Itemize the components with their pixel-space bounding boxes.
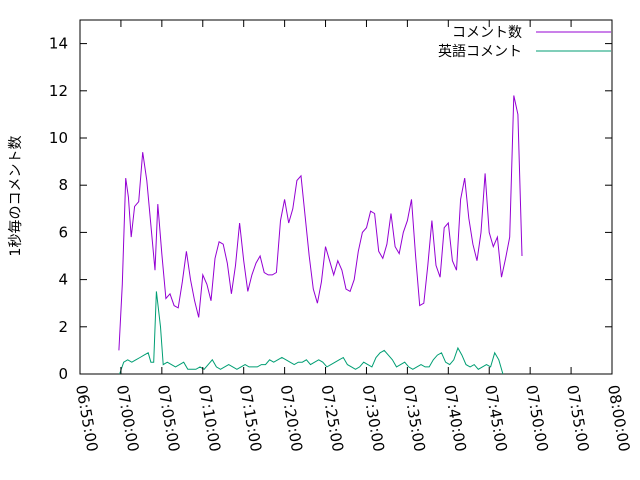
y-tick-label: 2 [58, 318, 68, 336]
y-tick-label: 6 [58, 223, 68, 241]
y-tick-label: 4 [58, 271, 68, 289]
y-axis-title: 1秒毎のコメント数 [8, 136, 24, 257]
series-line-1 [118, 95, 523, 351]
x-tick-label: 07:20:00 [277, 384, 306, 453]
y-tick-label: 10 [49, 129, 68, 147]
x-tick-label: 07:35:00 [399, 384, 428, 453]
y-tick-label: 12 [49, 82, 68, 100]
series-line-2 [119, 291, 504, 375]
plot-frame [79, 19, 613, 375]
x-tick-label: 07:10:00 [195, 384, 224, 453]
legend-label-2: 英語コメント [438, 43, 522, 60]
x-tick-label: 07:40:00 [440, 384, 469, 453]
x-tick-label: 08:00:00 [604, 384, 633, 453]
series-layer [118, 95, 523, 375]
plot-area [79, 19, 613, 375]
legend-label-1: コメント数 [452, 25, 522, 41]
y-axis: 0 2 4 6 8 10 12 14 [49, 35, 612, 383]
x-tick-label: 07:55:00 [563, 384, 592, 453]
x-tick-label: 06:55:00 [72, 384, 101, 453]
x-tick-label: 07:15:00 [236, 384, 265, 453]
y-tick-label: 8 [58, 176, 68, 194]
x-tick-label: 07:50:00 [522, 384, 551, 453]
x-tick-label: 07:30:00 [359, 384, 388, 453]
y-tick-label: 14 [49, 35, 68, 53]
x-tick-label: 07:05:00 [154, 384, 183, 453]
x-tick-label: 07:25:00 [318, 384, 347, 453]
y-tick-label: 0 [58, 365, 68, 383]
x-tick-label: 07:00:00 [113, 384, 142, 453]
x-tick-label: 07:45:00 [481, 384, 510, 453]
